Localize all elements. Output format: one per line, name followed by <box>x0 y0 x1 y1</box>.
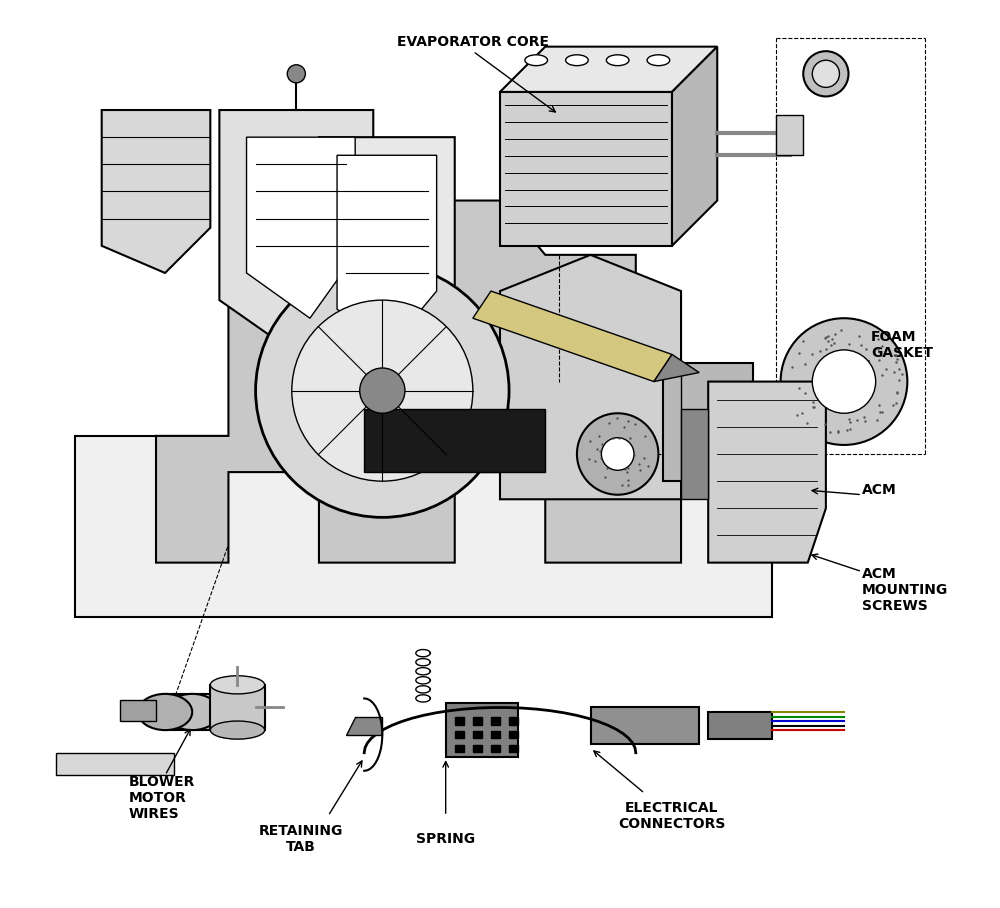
Text: ACM: ACM <box>862 483 897 498</box>
Circle shape <box>812 350 876 413</box>
Polygon shape <box>776 114 803 155</box>
Circle shape <box>781 318 907 445</box>
Bar <box>509 717 518 725</box>
Ellipse shape <box>210 721 265 739</box>
Polygon shape <box>120 700 156 721</box>
Polygon shape <box>473 291 672 381</box>
Bar <box>455 745 464 752</box>
Polygon shape <box>156 201 681 563</box>
Polygon shape <box>654 354 699 381</box>
Polygon shape <box>500 46 717 92</box>
Polygon shape <box>446 703 518 757</box>
Polygon shape <box>102 110 210 273</box>
Ellipse shape <box>647 54 670 65</box>
Polygon shape <box>672 46 717 246</box>
Polygon shape <box>337 155 437 345</box>
Text: BLOWER
MOTOR
WIRES: BLOWER MOTOR WIRES <box>129 775 195 821</box>
Bar <box>509 731 518 738</box>
Ellipse shape <box>525 54 548 65</box>
Ellipse shape <box>606 54 629 65</box>
Polygon shape <box>500 92 672 246</box>
Text: RETAINING
TAB: RETAINING TAB <box>259 824 343 854</box>
Bar <box>473 745 482 752</box>
Bar <box>509 745 518 752</box>
Text: EVAPORATOR CORE: EVAPORATOR CORE <box>397 35 549 49</box>
Polygon shape <box>75 436 772 617</box>
Polygon shape <box>708 381 826 563</box>
Polygon shape <box>210 685 265 730</box>
Bar <box>473 731 482 738</box>
Polygon shape <box>165 694 219 730</box>
Bar <box>473 717 482 725</box>
Circle shape <box>577 413 658 495</box>
Circle shape <box>256 264 509 518</box>
Circle shape <box>360 368 405 413</box>
Text: SPRING: SPRING <box>416 832 475 845</box>
Polygon shape <box>708 712 772 739</box>
Polygon shape <box>500 255 681 499</box>
Polygon shape <box>591 707 699 744</box>
Polygon shape <box>319 137 455 381</box>
Circle shape <box>601 438 634 470</box>
Polygon shape <box>663 363 753 481</box>
Text: ELECTRICAL
CONNECTORS: ELECTRICAL CONNECTORS <box>618 801 726 831</box>
Bar <box>455 717 464 725</box>
Polygon shape <box>56 753 174 775</box>
Ellipse shape <box>566 54 588 65</box>
Bar <box>491 717 500 725</box>
Polygon shape <box>373 336 409 409</box>
Ellipse shape <box>210 676 265 694</box>
Bar <box>491 745 500 752</box>
Polygon shape <box>219 110 373 363</box>
Bar <box>491 731 500 738</box>
Polygon shape <box>247 137 355 318</box>
Text: ACM
MOUNTING
SCREWS: ACM MOUNTING SCREWS <box>862 567 948 613</box>
Polygon shape <box>346 716 382 735</box>
Polygon shape <box>364 409 545 472</box>
Ellipse shape <box>138 694 192 730</box>
Circle shape <box>287 64 305 83</box>
Text: FOAM
GASKET: FOAM GASKET <box>871 331 933 360</box>
Circle shape <box>803 51 849 96</box>
Circle shape <box>292 301 473 481</box>
Bar <box>455 731 464 738</box>
Ellipse shape <box>165 694 219 730</box>
Polygon shape <box>681 409 708 499</box>
Circle shape <box>812 60 839 87</box>
